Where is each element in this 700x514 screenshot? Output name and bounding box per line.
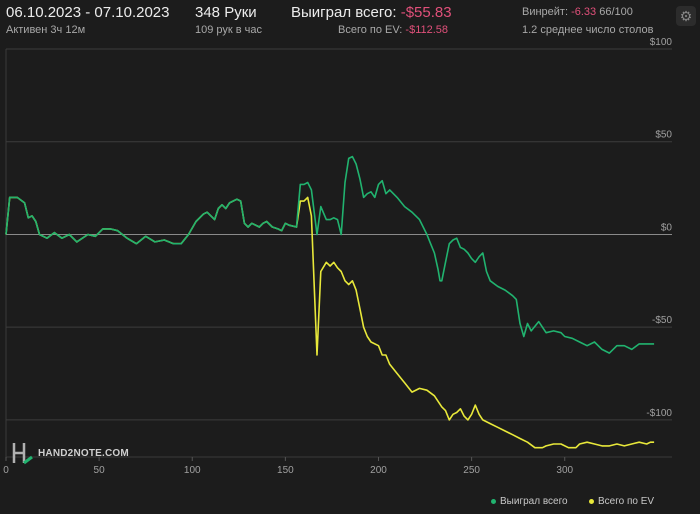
winrate-suffix: 66/100 (599, 6, 633, 18)
y-tick-label: $0 (661, 222, 673, 233)
legend-won-marker (491, 498, 496, 504)
legend-ev-label: Всего по EV (598, 496, 655, 507)
won-label: Выиграл всего: (291, 4, 397, 21)
legend-won-label: Выиграл всего (500, 496, 568, 507)
hands-per-hour: 109 рук в час (195, 24, 263, 36)
avg-tables: 1.2 среднее число столов (522, 24, 654, 36)
y-tick-label: -$50 (652, 315, 672, 326)
legend-ev[interactable]: Всего по EV (589, 496, 654, 507)
winrate-label: Винрейт: (522, 6, 569, 18)
ev-total: Всего по EV: -$112.58 (338, 24, 448, 36)
gear-icon[interactable]: ⚙ (676, 6, 696, 26)
ev-label: Всего по EV: (338, 24, 403, 36)
date-range: 06.10.2023 - 07.10.2023 (6, 4, 170, 21)
y-tick-label: $100 (650, 37, 673, 48)
logo-text: HAND2NOTE.COM (38, 448, 129, 459)
series-line-won (5, 155, 655, 354)
x-tick-label: 300 (556, 465, 573, 476)
x-tick-label: 50 (94, 465, 106, 476)
y-tick-label: $50 (655, 130, 672, 141)
winrate: Винрейт: -6.33 66/100 (522, 6, 633, 18)
ev-value: -$112.58 (405, 24, 449, 36)
won-total: Выиграл всего: -$55.83 (291, 4, 452, 21)
x-tick-label: 150 (277, 465, 294, 476)
x-tick-label: 200 (370, 465, 387, 476)
active-time: Активен 3ч 12м (6, 24, 86, 36)
legend-won[interactable]: Выиграл всего (491, 496, 568, 507)
legend-ev-marker (589, 498, 594, 504)
hand2note-logo-icon (12, 443, 33, 465)
y-tick-label: -$100 (646, 408, 672, 419)
hands-count: 348 Руки (195, 4, 257, 21)
x-tick-label: 250 (463, 465, 480, 476)
x-tick-label: 0 (3, 465, 9, 476)
winrate-value: -6.33 (571, 6, 597, 18)
won-value: -$55.83 (400, 4, 452, 21)
x-tick-label: 100 (184, 465, 201, 476)
